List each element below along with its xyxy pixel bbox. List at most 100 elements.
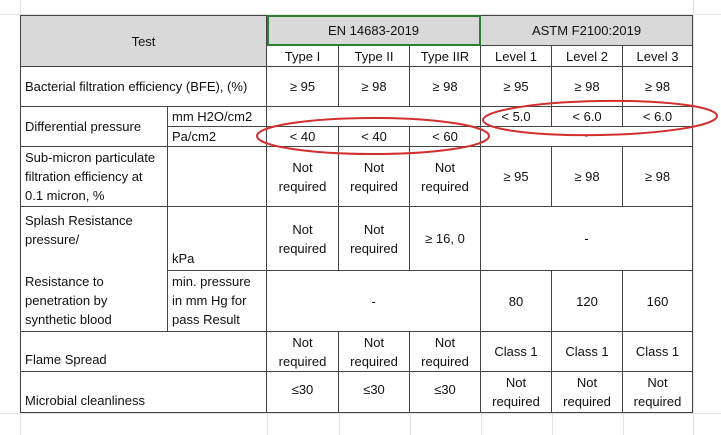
header-type-2[interactable]: Type II bbox=[339, 46, 410, 67]
dp-en-value-cell[interactable]: < 60 bbox=[410, 127, 481, 147]
header-en-standard-label: EN 14683-2019 bbox=[327, 23, 420, 38]
submicron-astm-cell[interactable]: ≥ 98 bbox=[552, 147, 623, 207]
required-text: required bbox=[278, 178, 327, 194]
splash-en-cell[interactable]: Not required bbox=[267, 207, 339, 271]
dp-unit-en: Pa/cm2 bbox=[172, 129, 217, 144]
required-text: required bbox=[633, 394, 682, 409]
microbial-en-cell[interactable]: ≤30 bbox=[410, 372, 481, 413]
submicron-astm-value: ≥ 98 bbox=[644, 169, 671, 184]
splash-unit-cell[interactable]: kPa bbox=[168, 207, 267, 271]
synthetic-blood-en-cell[interactable]: - bbox=[267, 271, 481, 332]
synthetic-blood-astm-cell[interactable]: 120 bbox=[552, 271, 623, 332]
header-en-standard[interactable]: EN 14683-2019 bbox=[267, 15, 481, 46]
flame-en-cell[interactable]: Not required bbox=[339, 332, 410, 372]
submicron-label-cell[interactable]: Sub-micron particulate filtration effici… bbox=[20, 147, 168, 207]
header-test[interactable]: Test bbox=[20, 15, 267, 67]
synthetic-blood-unit-line: pass Result bbox=[172, 312, 240, 327]
header-astm-standard[interactable]: ASTM F2100:2019 bbox=[481, 15, 693, 46]
splash-type-iir-value: ≥ 16, 0 bbox=[425, 231, 465, 246]
microbial-astm-cell[interactable]: Not required bbox=[623, 372, 693, 413]
submicron-astm-value: ≥ 95 bbox=[503, 169, 529, 184]
microbial-en-value: ≤30 bbox=[291, 382, 314, 397]
submicron-astm-cell[interactable]: ≥ 98 bbox=[623, 147, 693, 207]
flame-astm-cell[interactable]: Class 1 bbox=[481, 332, 552, 372]
splash-label-cell[interactable]: Splash Resistance pressure/ bbox=[20, 207, 168, 271]
microbial-en-cell[interactable]: ≤30 bbox=[339, 372, 410, 413]
dp-astm-value-cell[interactable]: < 6.0 bbox=[623, 107, 693, 127]
microbial-astm-cell[interactable]: Not required bbox=[552, 372, 623, 413]
not-text: Not bbox=[292, 221, 313, 237]
required-text: required bbox=[421, 178, 469, 194]
dp-label-cell[interactable]: Differential pressure bbox=[20, 107, 168, 147]
submicron-en-cell[interactable]: Not required bbox=[339, 147, 410, 207]
dp-astm-value: < 5.0 bbox=[501, 109, 531, 124]
flame-label-cell[interactable]: Flame Spread bbox=[20, 332, 267, 372]
header-level-1[interactable]: Level 1 bbox=[481, 46, 552, 67]
not-text: Not bbox=[363, 221, 385, 237]
bfe-value-cell[interactable]: ≥ 98 bbox=[552, 67, 623, 107]
header-type-1[interactable]: Type I bbox=[267, 46, 339, 67]
required-text: required bbox=[492, 394, 540, 409]
microbial-label-cell[interactable]: Microbial cleanliness bbox=[20, 372, 267, 413]
bfe-value-cell[interactable]: ≥ 95 bbox=[481, 67, 552, 107]
splash-en-cell[interactable]: Not required bbox=[339, 207, 410, 271]
bfe-value-cell[interactable]: ≥ 98 bbox=[339, 67, 410, 107]
flame-label: Flame Spread bbox=[25, 352, 107, 367]
bfe-value: ≥ 98 bbox=[574, 79, 600, 94]
dp-en-value-cell[interactable]: < 40 bbox=[267, 127, 339, 147]
submicron-label-line: 0.1 micron, % bbox=[25, 188, 105, 203]
gridline bbox=[0, 413, 721, 414]
header-type-2r[interactable]: Type IIR bbox=[410, 46, 481, 67]
header-astm-standard-label: ASTM F2100:2019 bbox=[531, 23, 642, 38]
flame-en-cell[interactable]: Not required bbox=[267, 332, 339, 372]
flame-en-cell[interactable]: Not required bbox=[410, 332, 481, 372]
bfe-label: Bacterial filtration efficiency (BFE), (… bbox=[25, 79, 248, 94]
header-level-3[interactable]: Level 3 bbox=[623, 46, 693, 67]
dp-astm-dash: - bbox=[584, 130, 589, 142]
flame-astm-cell[interactable]: Class 1 bbox=[623, 332, 693, 372]
dp-en-value: < 40 bbox=[289, 129, 316, 144]
submicron-unit-cell[interactable] bbox=[168, 147, 267, 207]
gridline bbox=[267, 413, 268, 435]
dp-en-value-cell[interactable]: < 40 bbox=[339, 127, 410, 147]
not-text: Not bbox=[363, 334, 385, 350]
dp-unit-astm-cell[interactable]: mm H2O/cm2 bbox=[168, 107, 267, 127]
synthetic-blood-astm-cell[interactable]: 160 bbox=[623, 271, 693, 332]
dp-unit-astm: mm H2O/cm2 bbox=[172, 109, 253, 124]
synthetic-blood-unit-line: min. pressure bbox=[172, 274, 251, 289]
synthetic-blood-unit-cell[interactable]: min. pressure in mm Hg for pass Result bbox=[168, 271, 267, 332]
dp-en-value: < 60 bbox=[432, 129, 458, 144]
dp-astm-value-cell[interactable]: < 5.0 bbox=[481, 107, 552, 127]
submicron-en-cell[interactable]: Not required bbox=[410, 147, 481, 207]
submicron-label-line: Sub-micron particulate bbox=[25, 150, 156, 165]
microbial-en-cell[interactable]: ≤30 bbox=[267, 372, 339, 413]
microbial-astm-cell[interactable]: Not required bbox=[481, 372, 552, 413]
dp-unit-en-cell[interactable]: Pa/cm2 bbox=[168, 127, 267, 147]
splash-type-iir-cell[interactable]: ≥ 16, 0 bbox=[410, 207, 481, 271]
not-text: Not bbox=[363, 159, 385, 175]
synthetic-blood-label-line: synthetic blood bbox=[25, 312, 112, 327]
bfe-label-cell[interactable]: Bacterial filtration efficiency (BFE), (… bbox=[20, 67, 267, 107]
dp-astm-dash-cell[interactable]: - bbox=[481, 127, 693, 147]
bfe-value-cell[interactable]: ≥ 98 bbox=[410, 67, 481, 107]
synthetic-blood-astm-cell[interactable]: 80 bbox=[481, 271, 552, 332]
bfe-value-cell[interactable]: ≥ 95 bbox=[267, 67, 339, 107]
required-text: required bbox=[421, 353, 469, 369]
submicron-en-cell[interactable]: Not required bbox=[267, 147, 339, 207]
bfe-value: ≥ 98 bbox=[644, 79, 671, 94]
bfe-value-cell[interactable]: ≥ 98 bbox=[623, 67, 693, 107]
submicron-astm-cell[interactable]: ≥ 95 bbox=[481, 147, 552, 207]
required-text: required bbox=[278, 240, 327, 256]
synthetic-blood-label-line: Resistance to bbox=[25, 274, 104, 289]
submicron-label-line: filtration efficiency at bbox=[25, 169, 143, 184]
gridline bbox=[339, 413, 340, 435]
synthetic-blood-unit-line: in mm Hg for bbox=[172, 293, 247, 308]
flame-astm-cell[interactable]: Class 1 bbox=[552, 332, 623, 372]
microbial-en-value: ≤30 bbox=[434, 382, 456, 397]
splash-astm-cell[interactable]: - bbox=[481, 207, 693, 271]
header-level-2[interactable]: Level 2 bbox=[552, 46, 623, 67]
dp-astm-value: < 6.0 bbox=[642, 109, 673, 124]
dp-en-empty-cell[interactable] bbox=[267, 107, 481, 127]
synthetic-blood-label-cell[interactable]: Resistance to penetration by synthetic b… bbox=[20, 271, 168, 332]
dp-astm-value-cell[interactable]: < 6.0 bbox=[552, 107, 623, 127]
